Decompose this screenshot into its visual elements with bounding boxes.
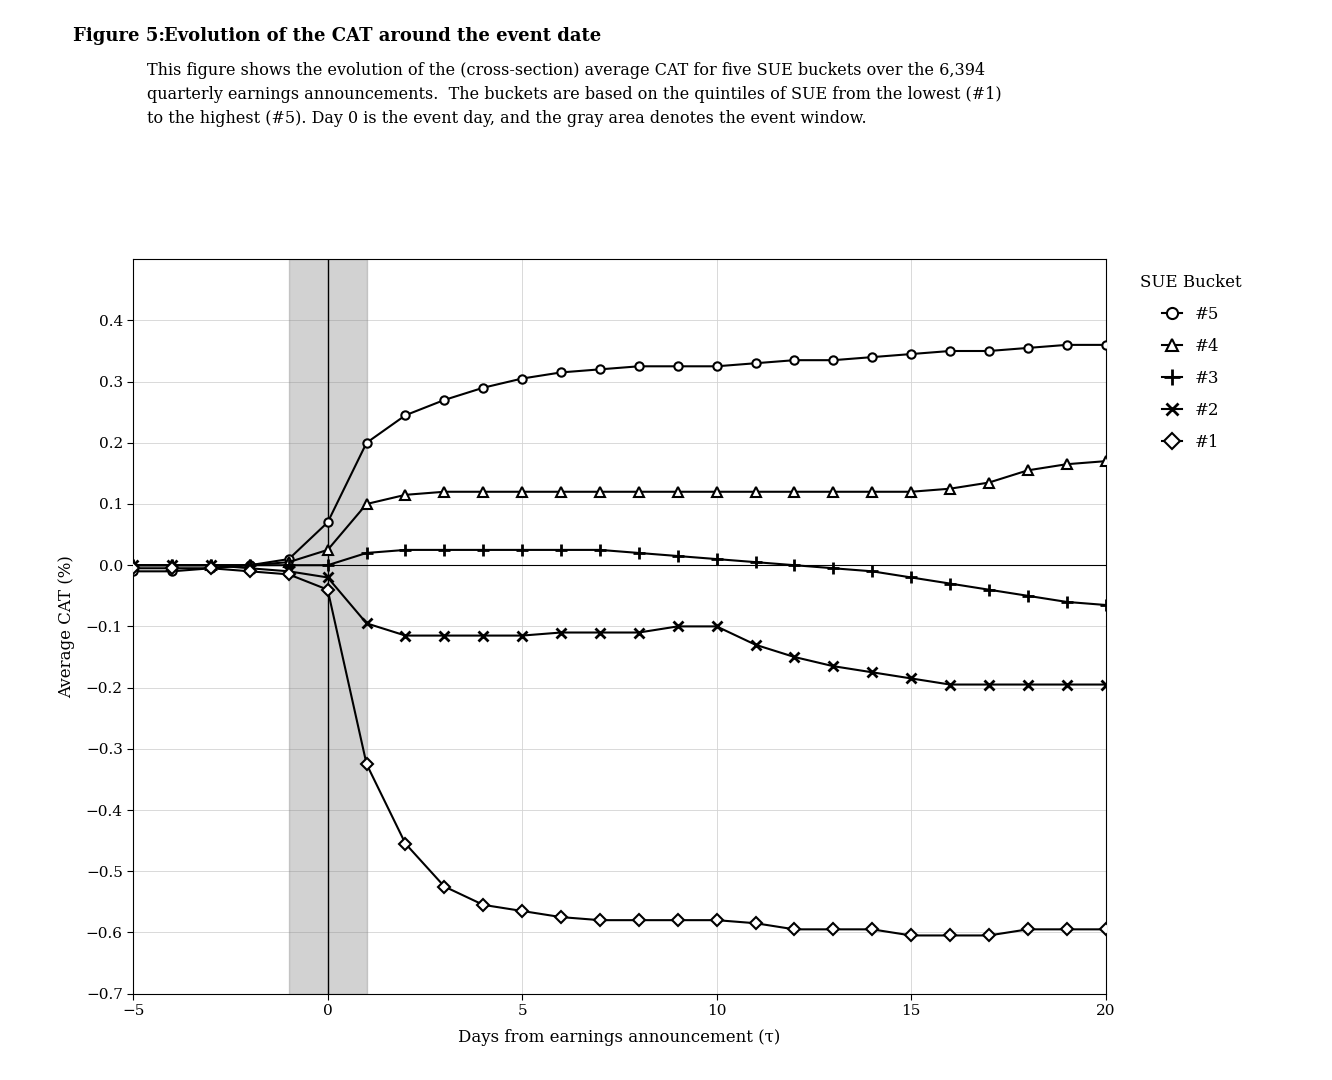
X-axis label: Days from earnings announcement (τ): Days from earnings announcement (τ): [458, 1029, 781, 1047]
Text: Evolution of the CAT around the event date: Evolution of the CAT around the event da…: [164, 27, 601, 45]
Y-axis label: Average CAT (%): Average CAT (%): [57, 555, 75, 698]
Legend: #5, #4, #3, #2, #1: #5, #4, #3, #2, #1: [1134, 268, 1248, 458]
Text: Figure 5:: Figure 5:: [73, 27, 172, 45]
Text: This figure shows the evolution of the (cross-section) average CAT for five SUE : This figure shows the evolution of the (…: [147, 62, 1002, 126]
Bar: [289, 259, 366, 994]
